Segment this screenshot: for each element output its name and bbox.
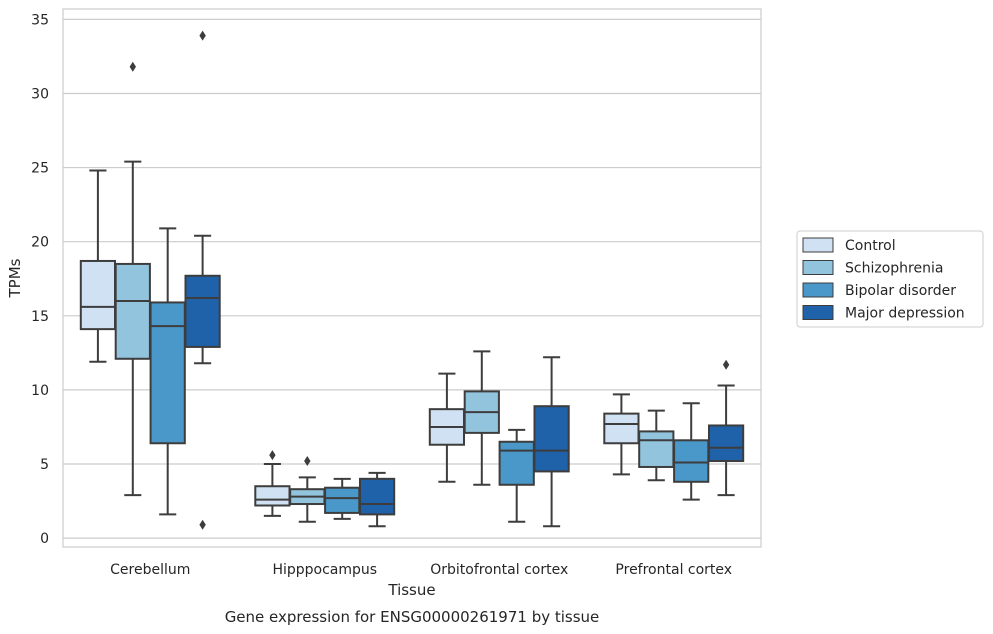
box-major-depression xyxy=(184,30,221,530)
box-control xyxy=(79,169,117,363)
x-tick-labels: Cerebellum Hipppocampus Orbitofrontal cort… xyxy=(110,562,732,578)
legend-label: Bipolar disorder xyxy=(845,283,956,299)
iqr-box xyxy=(149,301,186,445)
y-tick-label: 30 xyxy=(31,86,49,102)
iqr-box xyxy=(114,262,151,360)
legend-label: Control xyxy=(845,238,896,254)
box-bipolar-disorder xyxy=(673,402,710,501)
x-tick-label: Cerebellum xyxy=(110,562,190,578)
box-major-depression xyxy=(358,471,396,528)
x-tick-label: Prefrontal cortex xyxy=(615,562,732,578)
iqr-box xyxy=(707,424,745,463)
outlier-point xyxy=(269,450,276,461)
y-tick-label: 20 xyxy=(31,235,49,251)
iqr-box xyxy=(603,412,640,445)
box-schizophrenia xyxy=(463,350,500,486)
outlier-point xyxy=(129,61,136,72)
iqr-box xyxy=(324,486,361,514)
legend-label: Major depression xyxy=(845,306,965,322)
iqr-box xyxy=(184,274,221,348)
box-control xyxy=(254,450,291,517)
x-tick-label: Orbitofrontal cortex xyxy=(430,562,568,578)
iqr-box xyxy=(673,439,710,483)
y-tick-label: 10 xyxy=(31,383,49,399)
y-tick-label: 0 xyxy=(40,531,49,547)
box-bipolar-disorder xyxy=(498,428,535,523)
y-tick-label: 25 xyxy=(31,161,49,177)
iqr-box xyxy=(498,440,535,486)
y-axis-label: TPMs xyxy=(6,258,24,298)
y-tick-label: 15 xyxy=(31,309,49,325)
boxes xyxy=(79,30,745,530)
iqr-box xyxy=(79,259,117,331)
iqr-box xyxy=(358,477,396,516)
iqr-box xyxy=(254,485,291,507)
legend-swatch xyxy=(802,237,834,253)
box-major-depression xyxy=(533,356,570,528)
legend-swatch xyxy=(802,305,834,320)
y-tick-label: 5 xyxy=(40,457,49,473)
legend: Control Schizophrenia Bipolar disorder Majo… xyxy=(796,230,984,328)
outlier-point xyxy=(722,359,730,370)
box-schizophrenia xyxy=(114,61,151,497)
x-axis-label: Tissue xyxy=(387,581,435,599)
legend-label: Schizophrenia xyxy=(845,261,943,277)
outlier-point xyxy=(199,519,206,530)
legend-swatch xyxy=(802,260,834,275)
y-tick-label: 35 xyxy=(31,12,49,28)
outlier-point xyxy=(304,456,311,467)
y-tick-labels: 0 5 10 15 20 25 30 35 xyxy=(31,12,49,547)
box-major-depression xyxy=(707,359,745,497)
x-tick-label: Hipppocampus xyxy=(272,562,377,578)
plot-area-frame xyxy=(62,8,762,548)
chart-caption: Gene expression for ENSG00000261971 by t… xyxy=(225,608,600,626)
legend-frame xyxy=(796,230,984,328)
box-control xyxy=(603,393,640,476)
box-bipolar-disorder xyxy=(324,477,361,520)
box-schizophrenia xyxy=(289,456,326,523)
box-schizophrenia xyxy=(638,409,675,482)
outlier-point xyxy=(199,30,206,41)
legend-swatch xyxy=(802,282,834,298)
box-bipolar-disorder xyxy=(149,227,186,516)
box-control xyxy=(428,372,466,483)
iqr-box xyxy=(533,405,570,473)
iqr-box xyxy=(638,430,675,468)
